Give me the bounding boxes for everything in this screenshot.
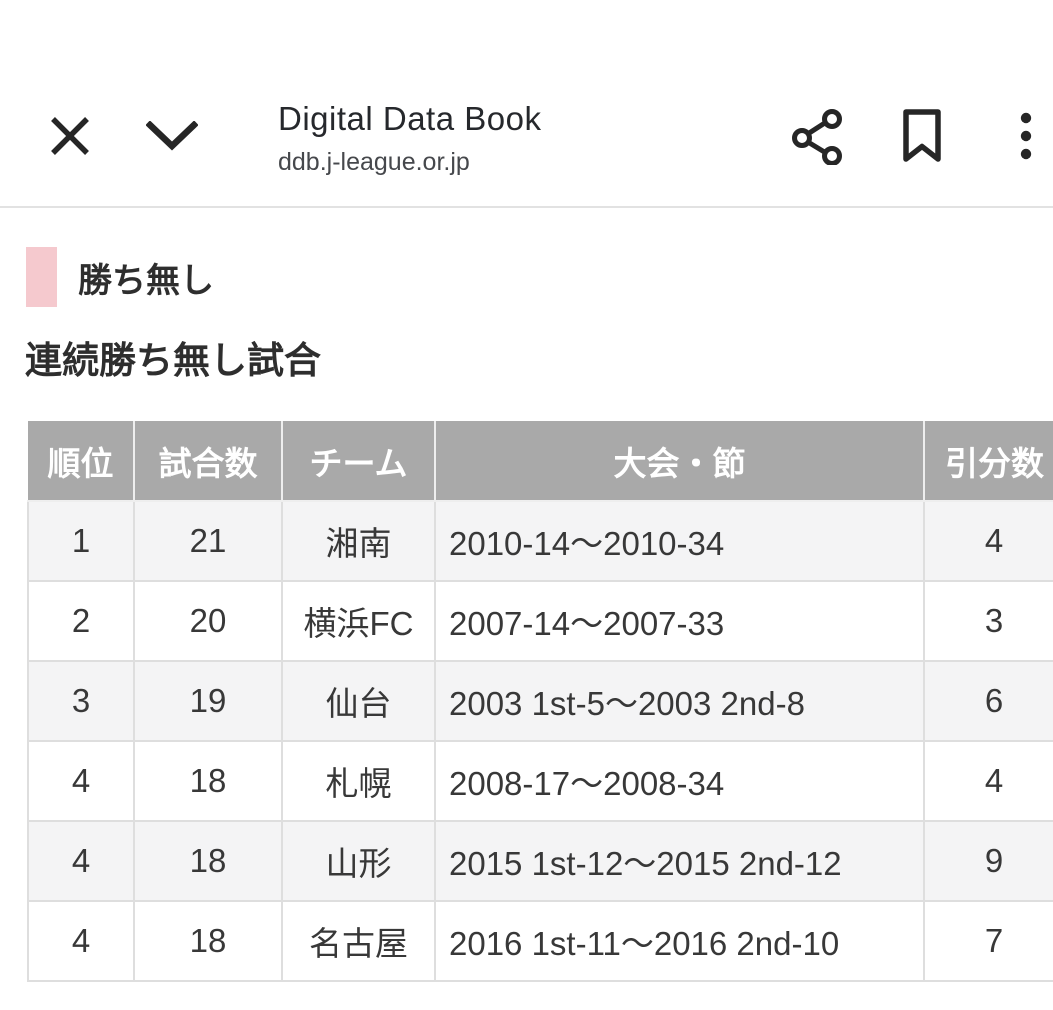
page-title: Digital Data Book <box>278 100 542 137</box>
cell-draws: 7 <box>923 900 1053 982</box>
cell-draws: 3 <box>923 580 1053 662</box>
table-container: 順位 試合数 チーム 大会・節 引分数 1 21 湘南 2010-14〜2010-34 4 2 20… <box>27 421 1053 982</box>
bookmark-icon <box>901 108 943 168</box>
cell-rank: 4 <box>27 740 135 822</box>
table-header-row: 順位 試合数 チーム 大会・節 引分数 <box>28 421 1053 502</box>
close-button[interactable] <box>50 115 90 162</box>
cell-matches: 18 <box>133 820 283 902</box>
table-row: 3 19 仙台 2003 1st-5〜2003 2nd-8 6 <box>27 660 1053 742</box>
column-header-draws: 引分数 <box>923 421 1053 502</box>
legend: 勝ち無し <box>26 247 1053 307</box>
cell-team: 横浜FC <box>281 580 436 662</box>
cell-draws: 4 <box>923 500 1053 582</box>
cell-matches: 18 <box>133 740 283 822</box>
close-icon <box>50 115 90 162</box>
cell-team: 山形 <box>281 820 436 902</box>
chevron-down-icon <box>145 119 199 156</box>
table-row: 4 18 山形 2015 1st-12〜2015 2nd-12 9 <box>27 820 1053 902</box>
cell-matches: 18 <box>133 900 283 982</box>
cell-matches: 20 <box>133 580 283 662</box>
page-url: ddb.j-league.or.jp <box>278 148 470 176</box>
cell-draws: 4 <box>923 740 1053 822</box>
cell-period: 2007-14〜2007-33 <box>434 580 925 662</box>
cell-team: 湘南 <box>281 500 436 582</box>
cell-period: 2003 1st-5〜2003 2nd-8 <box>434 660 925 742</box>
cell-period: 2008-17〜2008-34 <box>434 740 925 822</box>
column-header-team: チーム <box>281 421 436 502</box>
table-row: 1 21 湘南 2010-14〜2010-34 4 <box>27 500 1053 582</box>
section-heading: 連続勝ち無し試合 <box>25 340 321 381</box>
legend-label: 勝ち無し <box>78 261 214 300</box>
column-header-period: 大会・節 <box>434 421 925 502</box>
column-header-rank: 順位 <box>28 421 135 502</box>
share-button[interactable] <box>791 107 843 170</box>
cell-rank: 4 <box>27 820 135 902</box>
page-title-block: Digital Data Book ddb.j-league.or.jp <box>278 99 541 177</box>
cell-draws: 6 <box>923 660 1053 742</box>
table-body: 1 21 湘南 2010-14〜2010-34 4 2 20 横浜FC 2007-14〜2007… <box>27 500 1053 982</box>
legend-color-swatch <box>26 247 57 307</box>
winless-streak-table: 順位 試合数 チーム 大会・節 引分数 1 21 湘南 2010-14〜2010-34 4 2 20… <box>27 421 1053 982</box>
column-header-matches: 試合数 <box>133 421 283 502</box>
cell-team: 名古屋 <box>281 900 436 982</box>
table-row: 2 20 横浜FC 2007-14〜2007-33 3 <box>27 580 1053 662</box>
cell-draws: 9 <box>923 820 1053 902</box>
expand-button[interactable] <box>145 119 199 156</box>
browser-toolbar: Digital Data Book ddb.j-league.or.jp <box>0 70 1053 208</box>
cell-matches: 19 <box>133 660 283 742</box>
cell-matches: 21 <box>133 500 283 582</box>
overflow-menu-button[interactable] <box>1019 112 1033 165</box>
toolbar-actions <box>791 107 1053 170</box>
cell-rank: 4 <box>27 900 135 982</box>
kebab-menu-icon <box>1019 112 1033 165</box>
share-icon <box>791 107 843 170</box>
cell-team: 仙台 <box>281 660 436 742</box>
cell-rank: 1 <box>27 500 135 582</box>
cell-rank: 3 <box>27 660 135 742</box>
cell-rank: 2 <box>27 580 135 662</box>
cell-period: 2015 1st-12〜2015 2nd-12 <box>434 820 925 902</box>
cell-period: 2010-14〜2010-34 <box>434 500 925 582</box>
table-row: 4 18 札幌 2008-17〜2008-34 4 <box>27 740 1053 822</box>
bookmark-button[interactable] <box>901 108 943 168</box>
cell-period: 2016 1st-11〜2016 2nd-10 <box>434 900 925 982</box>
cell-team: 札幌 <box>281 740 436 822</box>
table-row: 4 18 名古屋 2016 1st-11〜2016 2nd-10 7 <box>27 900 1053 982</box>
